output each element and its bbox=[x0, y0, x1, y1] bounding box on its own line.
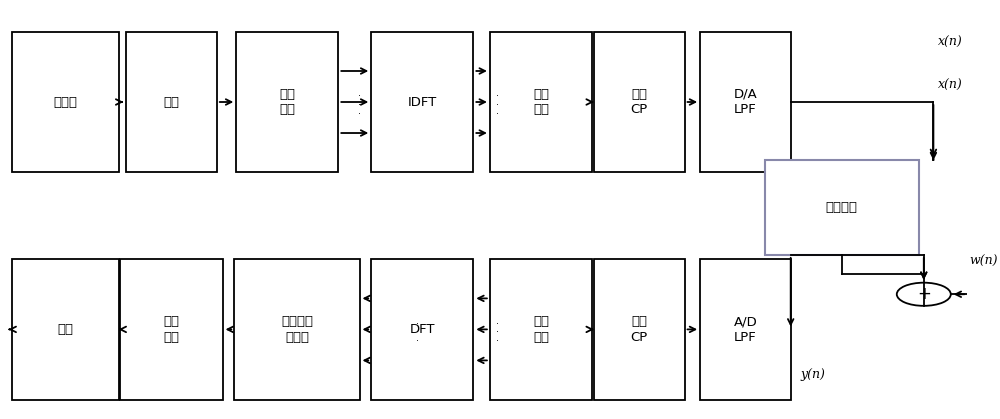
Bar bbox=[234, 259, 360, 400]
Text: 去除
CP: 去除 CP bbox=[631, 315, 648, 344]
Text: A/D
LPF: A/D LPF bbox=[733, 315, 757, 344]
Bar bbox=[236, 32, 338, 172]
Bar bbox=[594, 259, 685, 400]
Text: w(n): w(n) bbox=[969, 255, 998, 268]
Bar bbox=[594, 32, 685, 172]
Text: +: + bbox=[917, 285, 931, 303]
Circle shape bbox=[897, 283, 951, 306]
Text: 数据源: 数据源 bbox=[53, 96, 77, 109]
Bar bbox=[700, 32, 791, 172]
Text: 并串
变换: 并串 变换 bbox=[164, 315, 180, 344]
Bar bbox=[371, 32, 473, 172]
Text: .
.
.: . . . bbox=[496, 88, 499, 116]
Bar bbox=[700, 259, 791, 400]
Bar bbox=[490, 32, 592, 172]
Text: 解调: 解调 bbox=[57, 323, 73, 336]
Bar bbox=[490, 259, 592, 400]
Text: 调制: 调制 bbox=[164, 96, 180, 109]
Bar bbox=[12, 32, 119, 172]
Text: IDFT: IDFT bbox=[408, 96, 437, 109]
Text: y(n): y(n) bbox=[800, 367, 825, 380]
Bar bbox=[126, 32, 217, 172]
Text: 并串
变换: 并串 变换 bbox=[533, 88, 549, 116]
Text: x(n): x(n) bbox=[938, 79, 963, 92]
Bar bbox=[12, 259, 119, 400]
Text: .
.
.: . . . bbox=[358, 88, 361, 116]
Text: DFT: DFT bbox=[410, 323, 435, 336]
Bar bbox=[120, 259, 223, 400]
Text: 信道估计
及均衡: 信道估计 及均衡 bbox=[281, 315, 313, 344]
Text: 衰落信道: 衰落信道 bbox=[826, 201, 858, 214]
Bar bbox=[371, 259, 473, 400]
Text: D/A
LPF: D/A LPF bbox=[733, 88, 757, 116]
Text: x(n): x(n) bbox=[938, 36, 963, 49]
Text: 串并
变换: 串并 变换 bbox=[279, 88, 295, 116]
Text: .
.
.: . . . bbox=[416, 316, 419, 343]
Text: 插入
CP: 插入 CP bbox=[631, 88, 648, 116]
Text: 串并
变换: 串并 变换 bbox=[533, 315, 549, 344]
Bar bbox=[765, 160, 919, 255]
Text: .
.
.: . . . bbox=[496, 316, 499, 343]
